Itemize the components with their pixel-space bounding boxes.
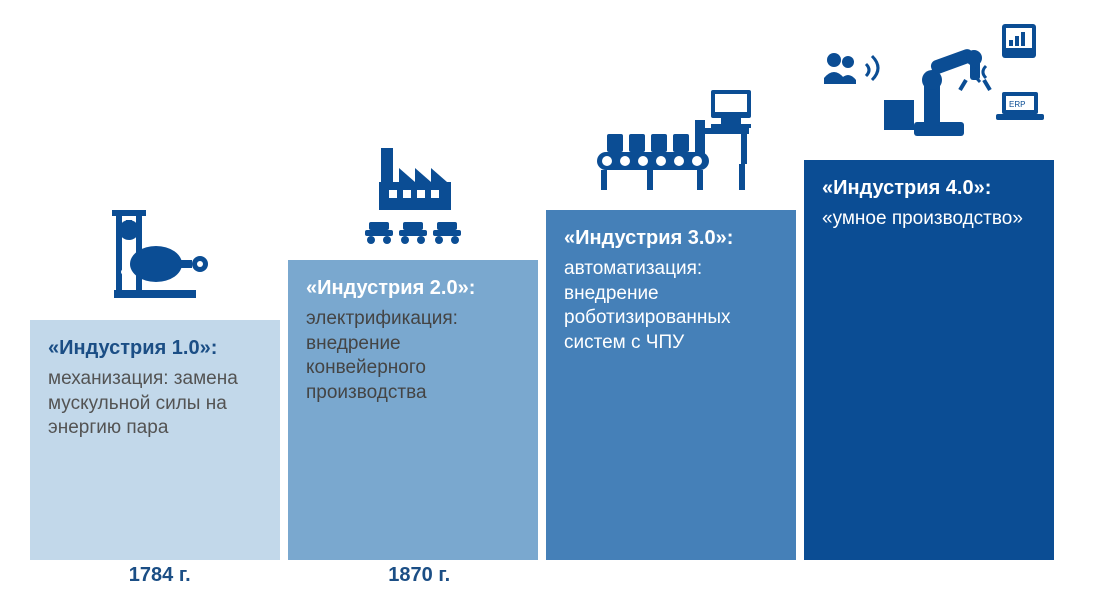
stages-container: «Индустрия 1.0»: механизация: замена мус… — [0, 0, 1098, 560]
stage-industry-2: «Индустрия 2.0»: электрификация: внедрен… — [288, 142, 538, 560]
year-label: 1870 г. — [294, 564, 544, 587]
stage-title: «Индустрия 3.0»: — [564, 226, 778, 251]
icon-area-2 — [288, 142, 538, 260]
icon-area-3 — [546, 82, 796, 210]
stage-desc: автоматизация: внедрение роботизированны… — [564, 257, 778, 356]
year-footer: 1784 г. 1870 г. 1969 г. сегодня — [0, 560, 1098, 599]
stage-desc: электрификация: внедрение конвейерного п… — [306, 307, 520, 406]
smart-factory-icon: ERP — [814, 22, 1044, 152]
factory-icon — [343, 142, 483, 252]
year-label: 1784 г. — [35, 564, 285, 587]
svg-text:ERP: ERP — [1009, 100, 1025, 109]
stage-desc: «умное производство» — [822, 207, 1036, 232]
panel-industry-3: «Индустрия 3.0»: автоматизация: внедрени… — [546, 210, 796, 560]
steam-engine-icon — [100, 202, 210, 312]
year-label: сегодня — [813, 564, 1063, 587]
panel-industry-1: «Индустрия 1.0»: механизация: замена мус… — [30, 320, 280, 560]
stage-title: «Индустрия 2.0»: — [306, 276, 520, 301]
panel-industry-4: «Индустрия 4.0»: «умное производство» — [804, 160, 1054, 560]
year-label: 1969 г. — [554, 564, 804, 587]
icon-area-1 — [30, 202, 280, 320]
icon-area-4: ERP — [804, 22, 1054, 160]
stage-desc: механизация: замена мускульной силы на э… — [48, 367, 262, 441]
stage-title: «Индустрия 1.0»: — [48, 336, 262, 361]
stage-industry-4: ERP «Индустрия 4.0»: «умное производство… — [804, 22, 1054, 560]
stage-industry-1: «Индустрия 1.0»: механизация: замена мус… — [30, 202, 280, 560]
panel-industry-2: «Индустрия 2.0»: электрификация: внедрен… — [288, 260, 538, 560]
stage-title: «Индустрия 4.0»: — [822, 176, 1036, 201]
conveyor-icon — [581, 82, 761, 202]
stage-industry-3: «Индустрия 3.0»: автоматизация: внедрени… — [546, 82, 796, 560]
